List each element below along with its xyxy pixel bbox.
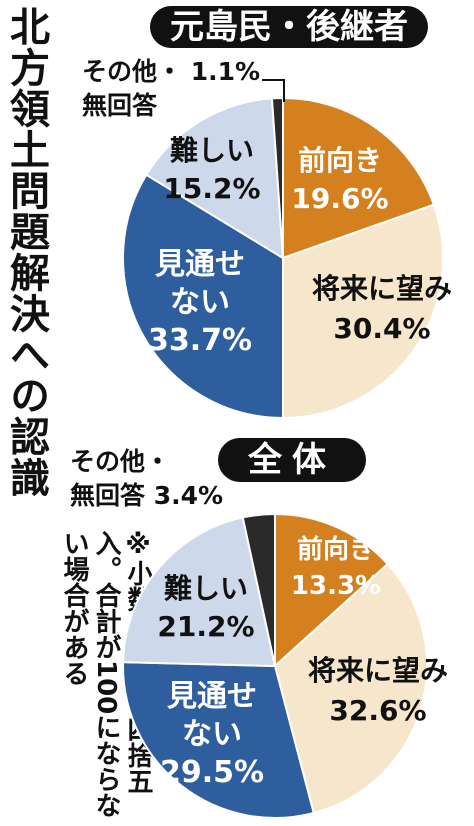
slice-label-other: その他・無回答 3.4% <box>70 447 223 510</box>
pie-slice-noprospect <box>122 661 315 819</box>
pie-overall: 前向き 13.3% 将来に望み 32.6% 見通せない 29.5% 難しい 21.2% その他・… <box>70 447 448 819</box>
pie-slice-hope <box>273 562 428 815</box>
slice-label-other: その他・ 1.1%無回答 <box>82 57 260 120</box>
pie-slice-other <box>241 512 276 667</box>
pie-slice-noprospect <box>122 173 284 420</box>
pie-former-islanders: 前向き 19.6% 将来に望み 30.4% 見通せない 33.7% 難しい 15.2% その他・… <box>82 57 452 420</box>
slice-label-forward: 前向き 13.3% <box>291 534 381 601</box>
pie-slice-difficult <box>122 516 277 668</box>
chart-title: 北方領土問題解決への認識 <box>3 6 49 498</box>
slice-label-hope: 将来に望み 32.6% <box>308 654 448 727</box>
slice-label-difficult: 難しい 21.2% <box>157 572 254 643</box>
pie-slice-forward <box>274 512 390 669</box>
leader-line-other <box>262 79 285 102</box>
pie-slice-hope <box>282 203 444 420</box>
slice-label-noprospect: 見通せない 29.5% <box>160 679 264 790</box>
pie-title-overall: 全体 <box>218 438 366 482</box>
slice-label-difficult: 難しい 15.2% <box>163 134 260 205</box>
pie-title-former-islanders: 元島民・後継者 <box>150 6 428 48</box>
slice-label-hope: 将来に望み 30.4% <box>312 272 452 345</box>
pie-slice-difficult <box>144 97 285 260</box>
slice-label-forward: 前向き 19.6% <box>291 144 388 215</box>
slice-label-noprospect: 見通せない 33.7% <box>148 247 252 358</box>
pie-slice-other <box>270 96 284 259</box>
